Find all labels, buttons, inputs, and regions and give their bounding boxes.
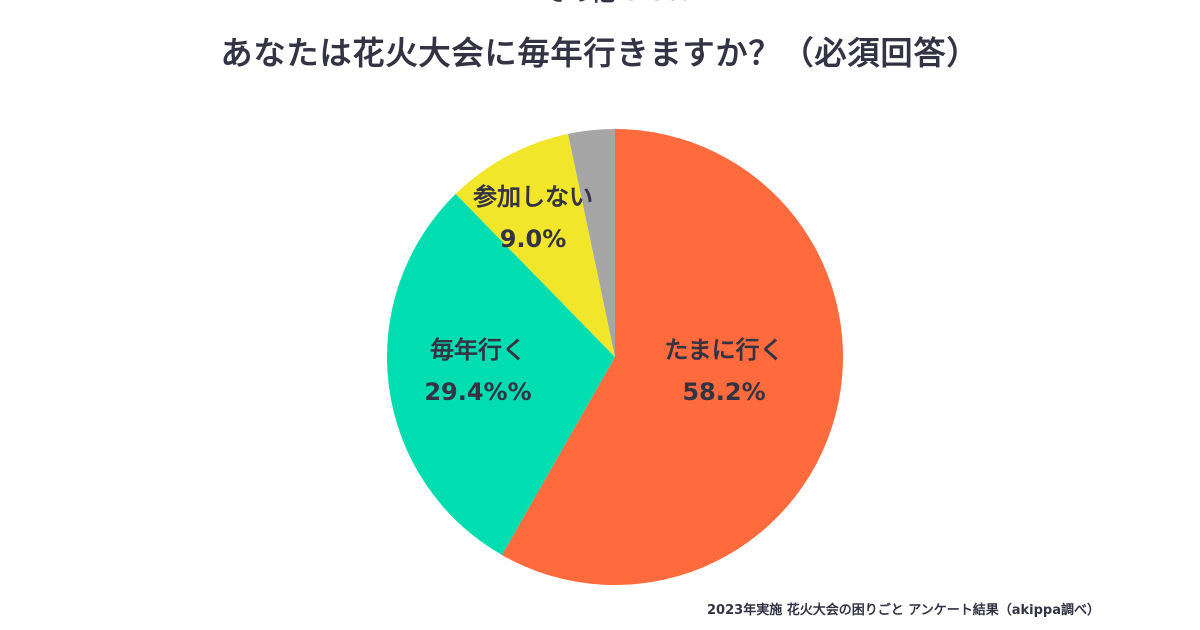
slice-value-label-3: 9.0% [500,225,567,253]
pie-slice-3 [455,133,615,357]
slice-category-label-1: たまに行く [664,336,783,364]
source-note: 2023年実施 花火大会の困りごと アンケート結果（akippa調べ） [707,603,1100,618]
slice-category-label-3: 参加しない [473,183,593,211]
pie-slice-2 [386,193,615,555]
chart-title: あなたは花火大会に毎年行きますか？（必須回答） [220,34,980,72]
pie-slices [386,129,843,585]
pie-slice-1 [501,129,843,585]
slice-value-label-1: 58.2% [682,378,765,406]
slice-labels: たまに行く 58.2% 毎年行く 29.4%% 参加しない 9.0% その他 3.3% [424,0,783,406]
slice-label-4: その他 3.3% [544,0,691,6]
pie-slice-4 [568,129,615,357]
slice-value-label-2: 29.4%% [424,378,531,406]
slice-category-label-2: 毎年行く [430,336,526,364]
